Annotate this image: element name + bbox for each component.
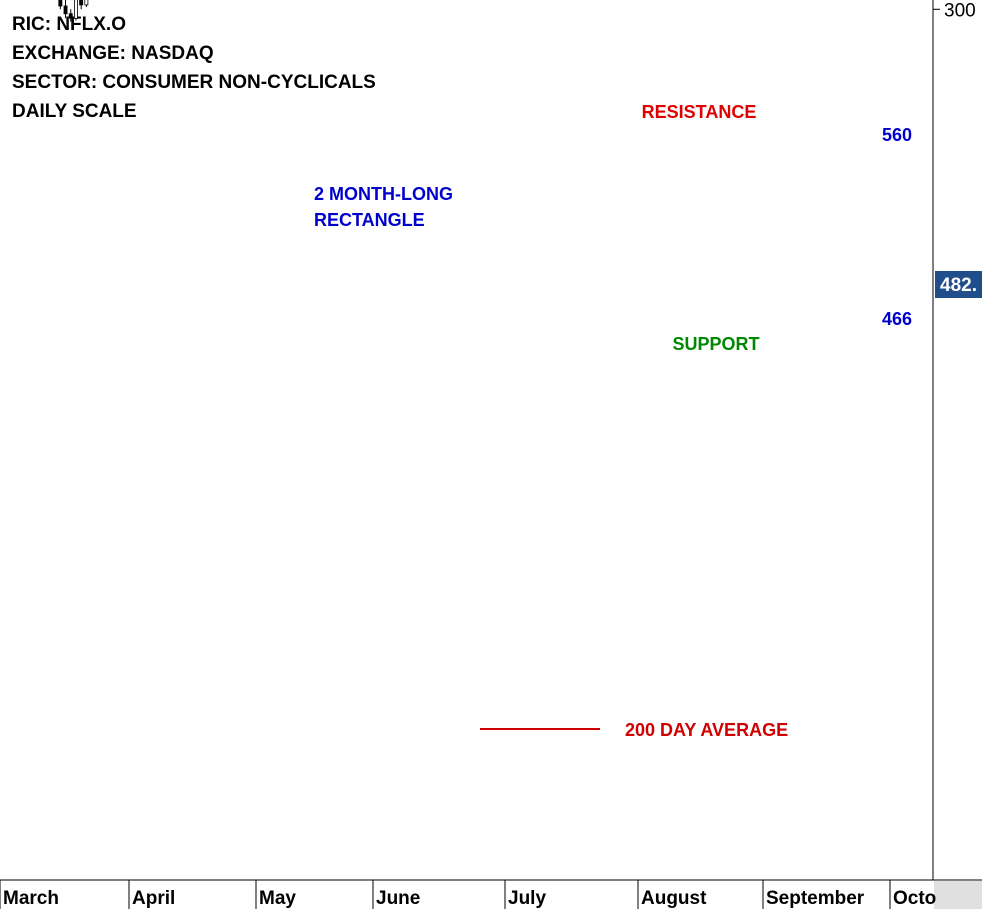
ric-label: RIC: NFLX.O — [12, 14, 126, 35]
sector-label: SECTOR: CONSUMER NON-CYCLICALS — [12, 72, 376, 93]
candle — [79, 0, 84, 10]
month-label: May — [259, 888, 296, 909]
support-value-label: 466 — [882, 309, 912, 329]
pattern-label-line2: RECTANGLE — [314, 210, 425, 230]
candle — [63, 0, 68, 19]
candle — [74, 0, 78, 21]
resistance-value-label: 560 — [882, 125, 912, 145]
ma-legend-label: 200 DAY AVERAGE — [625, 720, 788, 740]
pattern-label-line1: 2 MONTH-LONG — [314, 184, 453, 204]
month-label: June — [376, 888, 420, 909]
month-label: Octo — [893, 888, 936, 909]
candle — [68, 9, 73, 22]
scale-label: DAILY SCALE — [12, 101, 137, 122]
month-label: March — [3, 888, 59, 909]
exchange-label: EXCHANGE: NASDAQ — [12, 43, 214, 64]
candle — [58, 0, 63, 10]
axis-corner — [934, 881, 982, 909]
candle — [84, 0, 89, 8]
x-axis-months: March April May June July August September Octo — [0, 880, 936, 909]
last-price-badge — [935, 271, 982, 298]
support-label: SUPPORT — [672, 334, 759, 354]
candlestick-series — [58, 0, 89, 22]
month-label: July — [508, 888, 546, 909]
month-label: September — [766, 888, 865, 909]
last-price-label: 482. — [940, 275, 977, 296]
y-axis-ticks: 300350400450500550600 — [933, 0, 976, 21]
month-label: August — [641, 888, 707, 909]
resistance-label: RESISTANCE — [642, 102, 757, 122]
y-tick-label: 300 — [944, 0, 976, 21]
month-label: April — [132, 888, 175, 909]
